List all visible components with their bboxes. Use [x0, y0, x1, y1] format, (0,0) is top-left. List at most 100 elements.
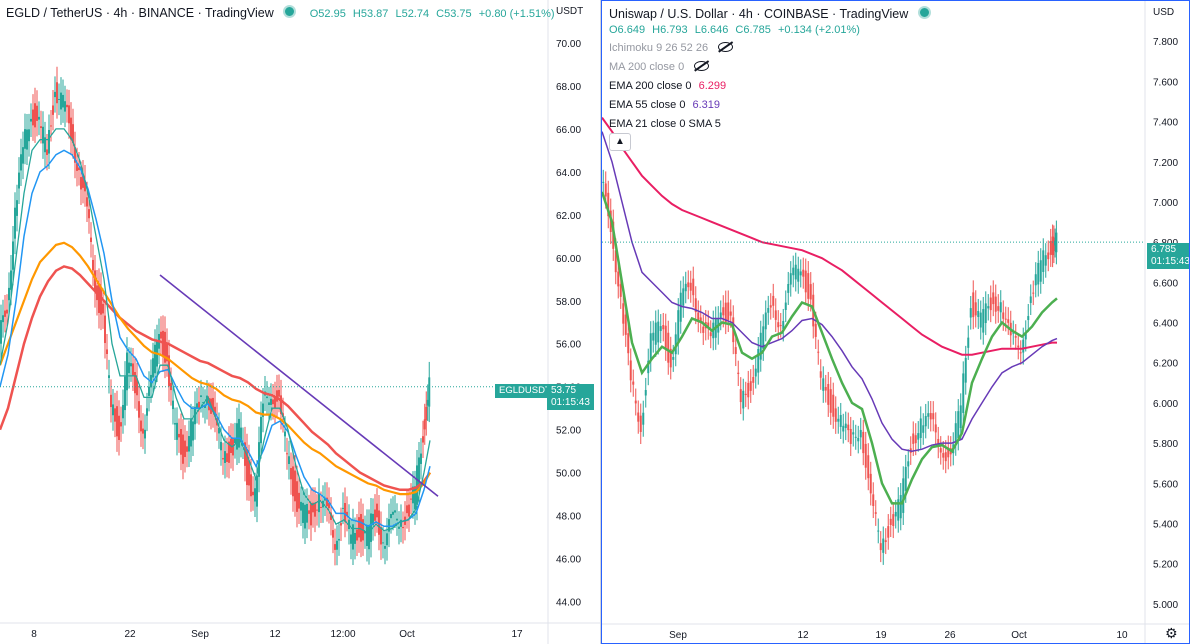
symbol-title[interactable]: Uniswap / U.S. Dollar — [609, 7, 728, 21]
market-status-icon[interactable] — [917, 6, 931, 19]
candle — [374, 494, 376, 537]
uni-chart-canvas[interactable]: 5.000 5.200 5.400 5.600 5.800 6.000 6.200 6.400… — [602, 1, 1190, 644]
candle — [350, 519, 352, 560]
y-tick-label: 44.00 — [556, 598, 581, 609]
candle — [994, 284, 997, 324]
candle — [1042, 238, 1045, 285]
candle — [124, 361, 126, 426]
indicator-ema21[interactable]: EMA 21 close 0 SMA 5 — [609, 118, 721, 130]
candle — [214, 391, 216, 433]
candle — [972, 280, 975, 330]
candle — [198, 386, 200, 425]
candle — [1014, 324, 1017, 350]
chevron-up-icon[interactable]: ▲ — [609, 133, 631, 151]
candle — [932, 401, 935, 432]
candle — [316, 494, 318, 526]
candle — [426, 384, 429, 422]
candle — [358, 501, 360, 553]
y-tick-label: 5.000 — [1153, 600, 1178, 611]
candle — [1044, 243, 1047, 278]
y-tick-label: 7.000 — [1153, 198, 1178, 209]
candle — [174, 407, 176, 440]
candle — [332, 514, 334, 554]
uni-chart-pane[interactable]: 5.000 5.200 5.400 5.600 5.800 6.000 6.200 6.400… — [601, 0, 1190, 644]
candle — [629, 348, 632, 393]
y-tick-label: 66.00 — [556, 125, 581, 136]
indicator-ichimoku[interactable]: Ichimoku 9 26 52 26 — [609, 42, 734, 54]
candle — [160, 316, 162, 355]
indicator-label: EMA 55 close 0 — [609, 99, 686, 111]
currency-label[interactable]: USD — [1153, 7, 1175, 18]
candle — [338, 523, 340, 556]
candle — [977, 298, 980, 330]
ema-teal-line — [0, 128, 431, 534]
ema-blue-line — [0, 149, 431, 528]
candle — [644, 377, 647, 408]
indicator-ema55[interactable]: EMA 55 close 0 6.319 — [609, 99, 720, 111]
candle — [829, 377, 832, 425]
candle — [218, 412, 220, 449]
candle — [907, 449, 910, 479]
symbol-title[interactable]: EGLD / TetherUS — [6, 6, 103, 20]
candle — [987, 294, 990, 321]
ohlc-close: C6.785 — [735, 24, 771, 36]
indicator-label: EMA 21 close 0 SMA 5 — [609, 118, 721, 130]
candle — [927, 401, 930, 429]
candle — [278, 374, 280, 413]
candle — [999, 290, 1002, 325]
candle — [294, 455, 296, 517]
candle — [769, 293, 772, 320]
candle — [222, 442, 224, 475]
x-tick-label: 22 — [124, 629, 136, 640]
candle — [28, 113, 30, 157]
candle — [152, 342, 154, 393]
x-tick-label: 17 — [511, 629, 523, 640]
x-tick-label: 12 — [797, 630, 809, 641]
eye-off-icon[interactable] — [718, 42, 734, 52]
candle — [326, 482, 328, 522]
interval-label[interactable]: 4h — [738, 7, 753, 21]
indicator-ema200[interactable]: EMA 200 close 0 6.299 — [609, 80, 726, 92]
candle — [30, 103, 32, 138]
candle — [929, 400, 932, 432]
candle — [664, 313, 667, 361]
candle — [428, 361, 431, 423]
gear-icon[interactable]: ⚙ — [1165, 625, 1178, 641]
candle — [352, 508, 354, 565]
candle — [288, 440, 290, 480]
candle — [802, 257, 805, 289]
egld-chart-pane[interactable]: 44.0046.0048.0050.0052.0054.0056.0058.00… — [0, 0, 600, 644]
indicator-ma200[interactable]: MA 200 close 0 — [609, 61, 710, 73]
candle — [120, 406, 122, 442]
egld-chart-canvas[interactable]: 44.0046.0048.0050.0052.0054.0056.0058.00… — [0, 0, 600, 644]
y-tick-label: 46.00 — [556, 555, 581, 566]
candle — [997, 294, 1000, 323]
currency-label[interactable]: USDT — [556, 6, 584, 17]
candle — [974, 290, 977, 328]
candle — [807, 261, 810, 311]
market-status-icon[interactable] — [283, 5, 297, 18]
candle — [136, 362, 138, 411]
eye-off-icon[interactable] — [694, 61, 710, 71]
candle — [944, 440, 947, 474]
x-tick-label: Sep — [669, 630, 687, 641]
candle — [252, 476, 254, 511]
candle — [56, 66, 58, 119]
candle — [368, 509, 370, 565]
x-tick-label: Oct — [399, 629, 415, 640]
interval-label[interactable]: 4h — [113, 6, 128, 20]
ma-red-line — [0, 265, 432, 492]
candle — [634, 388, 637, 416]
price-axis — [548, 0, 600, 644]
candle — [82, 160, 84, 204]
candle — [340, 507, 342, 541]
indicator-value: 6.299 — [698, 80, 727, 92]
candle — [378, 494, 380, 551]
candle — [250, 458, 252, 512]
candle — [857, 425, 860, 454]
pane-divider[interactable] — [600, 0, 601, 644]
candle — [687, 270, 690, 300]
candle — [652, 320, 655, 353]
candle — [244, 426, 246, 482]
candle — [982, 296, 985, 345]
